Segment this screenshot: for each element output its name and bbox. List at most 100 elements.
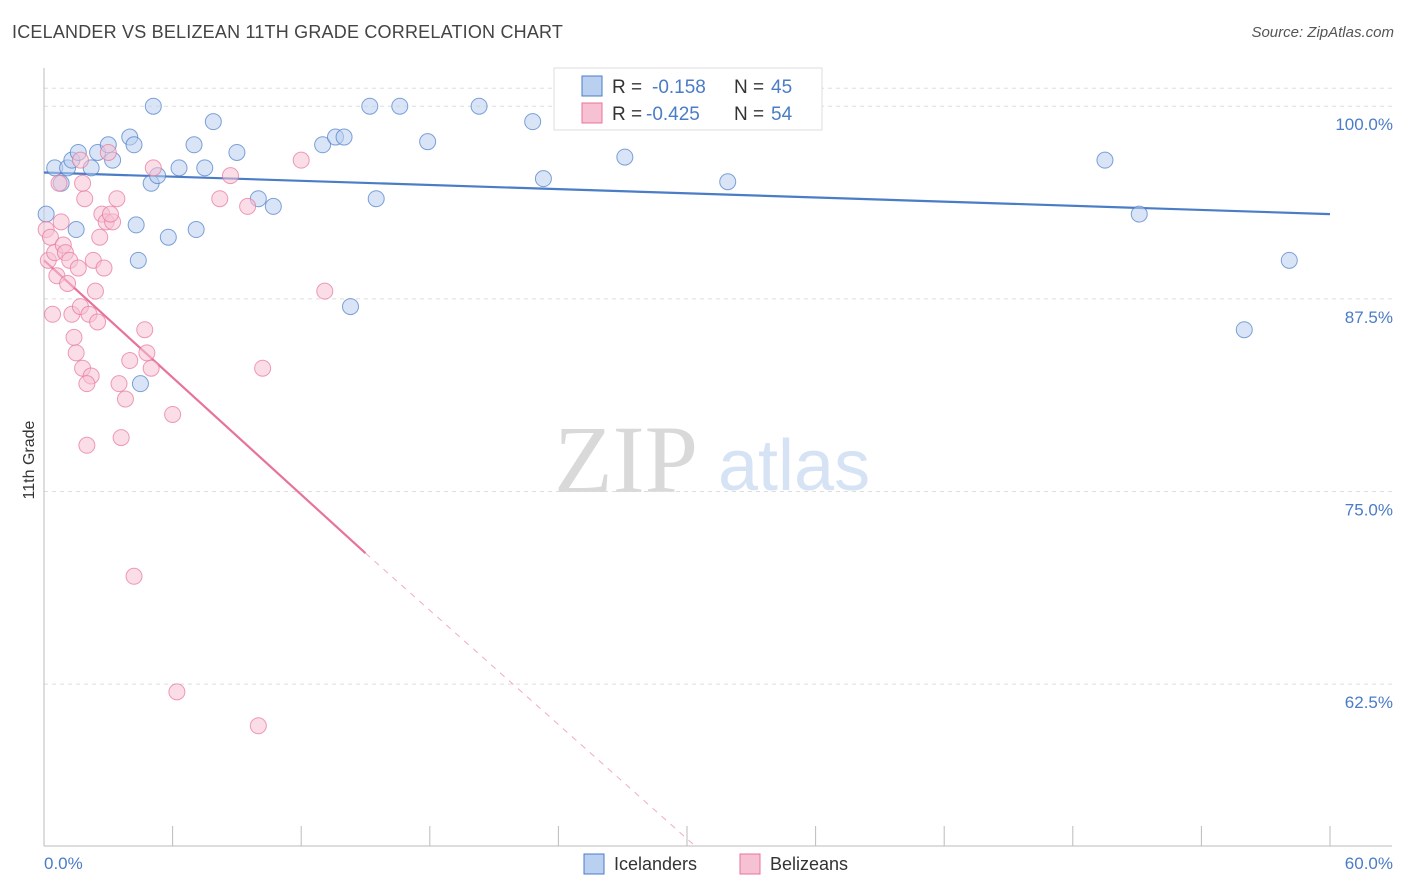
point-icelanders bbox=[341, 298, 359, 316]
legend-r-label-icelanders: R = bbox=[612, 77, 642, 98]
point-belizeans bbox=[91, 228, 109, 246]
point-icelanders bbox=[534, 170, 552, 188]
point-belizeans bbox=[52, 213, 70, 231]
point-icelanders bbox=[1235, 321, 1253, 339]
point-icelanders bbox=[1280, 251, 1298, 269]
point-belizeans bbox=[108, 190, 126, 208]
point-belizeans bbox=[65, 328, 83, 346]
bottom-legend-swatch-belizeans bbox=[739, 853, 761, 875]
point-belizeans bbox=[101, 205, 119, 223]
legend-n-label-belizeans: N = bbox=[734, 104, 764, 125]
bottom-legend-label-belizeans: Belizeans bbox=[770, 854, 848, 874]
point-belizeans bbox=[168, 683, 186, 701]
bottom-legend-swatch-icelanders bbox=[583, 853, 605, 875]
point-belizeans bbox=[116, 390, 134, 408]
point-icelanders bbox=[185, 136, 203, 154]
legend-r-value-icelanders: -0.158 bbox=[652, 77, 706, 98]
point-belizeans bbox=[69, 259, 87, 277]
legend-r-label-belizeans: R = bbox=[612, 104, 642, 125]
point-icelanders bbox=[37, 205, 55, 223]
point-belizeans bbox=[89, 313, 107, 331]
point-belizeans bbox=[121, 352, 139, 370]
point-icelanders bbox=[129, 251, 147, 269]
point-belizeans bbox=[41, 228, 59, 246]
point-belizeans bbox=[71, 151, 89, 169]
point-icelanders bbox=[125, 136, 143, 154]
x-tick-label: 60.0% bbox=[1345, 854, 1393, 873]
point-belizeans bbox=[78, 375, 96, 393]
point-icelanders bbox=[524, 113, 542, 131]
trend-lines bbox=[43, 171, 1331, 847]
point-icelanders bbox=[1130, 205, 1148, 223]
point-icelanders bbox=[127, 216, 145, 234]
point-icelanders bbox=[264, 197, 282, 215]
point-belizeans bbox=[292, 151, 310, 169]
point-belizeans bbox=[142, 359, 160, 377]
point-icelanders bbox=[228, 143, 246, 161]
trend-line-extension-belizeans bbox=[365, 552, 696, 847]
grid-lines bbox=[44, 87, 1392, 685]
watermark-atlas: atlas bbox=[718, 426, 870, 506]
point-belizeans bbox=[78, 436, 96, 454]
trend-line-belizeans bbox=[43, 259, 367, 554]
point-belizeans bbox=[221, 167, 239, 185]
point-belizeans bbox=[164, 405, 182, 423]
point-icelanders bbox=[170, 159, 188, 177]
point-icelanders bbox=[419, 133, 437, 151]
y-tick-label: 62.5% bbox=[1345, 693, 1393, 712]
bottom-legend-label-icelanders: Icelanders bbox=[614, 854, 697, 874]
data-points bbox=[37, 97, 1298, 735]
point-belizeans bbox=[99, 143, 117, 161]
point-belizeans bbox=[76, 190, 94, 208]
legend-r-value-belizeans: -0.425 bbox=[646, 104, 700, 125]
series-legend: Icelanders Belizeans bbox=[583, 853, 848, 875]
point-belizeans bbox=[316, 282, 334, 300]
source-label: Source: ZipAtlas.com bbox=[1251, 24, 1394, 41]
point-icelanders bbox=[314, 136, 332, 154]
point-icelanders bbox=[204, 113, 222, 131]
legend-n-label-icelanders: N = bbox=[734, 77, 764, 98]
x-tick-label: 0.0% bbox=[44, 854, 83, 873]
point-icelanders bbox=[361, 97, 379, 115]
point-icelanders bbox=[187, 221, 205, 239]
point-belizeans bbox=[95, 259, 113, 277]
point-icelanders bbox=[1096, 151, 1114, 169]
axes bbox=[43, 68, 1392, 847]
point-belizeans bbox=[211, 190, 229, 208]
point-icelanders bbox=[131, 375, 149, 393]
tick-labels: 62.5% 75.0% 87.5% 100.0% 0.0% 60.0% bbox=[44, 115, 1393, 873]
point-belizeans bbox=[86, 282, 104, 300]
y-tick-label: 75.0% bbox=[1345, 501, 1393, 520]
point-icelanders bbox=[144, 97, 162, 115]
point-belizeans bbox=[138, 344, 156, 362]
point-belizeans bbox=[144, 159, 162, 177]
legend-swatch-icelanders bbox=[581, 75, 603, 97]
point-icelanders bbox=[335, 128, 353, 146]
point-belizeans bbox=[125, 567, 143, 585]
point-icelanders bbox=[616, 148, 634, 166]
point-belizeans bbox=[110, 375, 128, 393]
point-icelanders bbox=[67, 221, 85, 239]
point-belizeans bbox=[59, 274, 77, 292]
legend-n-value-icelanders: 45 bbox=[771, 77, 792, 98]
point-icelanders bbox=[719, 173, 737, 191]
point-belizeans bbox=[254, 359, 272, 377]
legend-n-value-belizeans: 54 bbox=[771, 104, 793, 125]
stats-legend: R = -0.158 N = 45 R = -0.425 N = 54 bbox=[553, 67, 823, 131]
point-belizeans bbox=[50, 174, 68, 192]
point-icelanders bbox=[470, 97, 488, 115]
watermark-zip: ZIP bbox=[554, 406, 698, 513]
legend-swatch-belizeans bbox=[581, 102, 603, 124]
chart-title: ICELANDER VS BELIZEAN 11TH GRADE CORRELA… bbox=[12, 22, 564, 42]
y-tick-label: 87.5% bbox=[1345, 308, 1393, 327]
point-belizeans bbox=[112, 429, 130, 447]
point-belizeans bbox=[67, 344, 85, 362]
trend-line-icelanders bbox=[43, 171, 1331, 216]
y-axis-title: 11th Grade bbox=[21, 420, 38, 499]
point-belizeans bbox=[249, 717, 267, 735]
point-belizeans bbox=[239, 197, 257, 215]
point-icelanders bbox=[159, 228, 177, 246]
point-belizeans bbox=[74, 174, 92, 192]
point-icelanders bbox=[367, 190, 385, 208]
